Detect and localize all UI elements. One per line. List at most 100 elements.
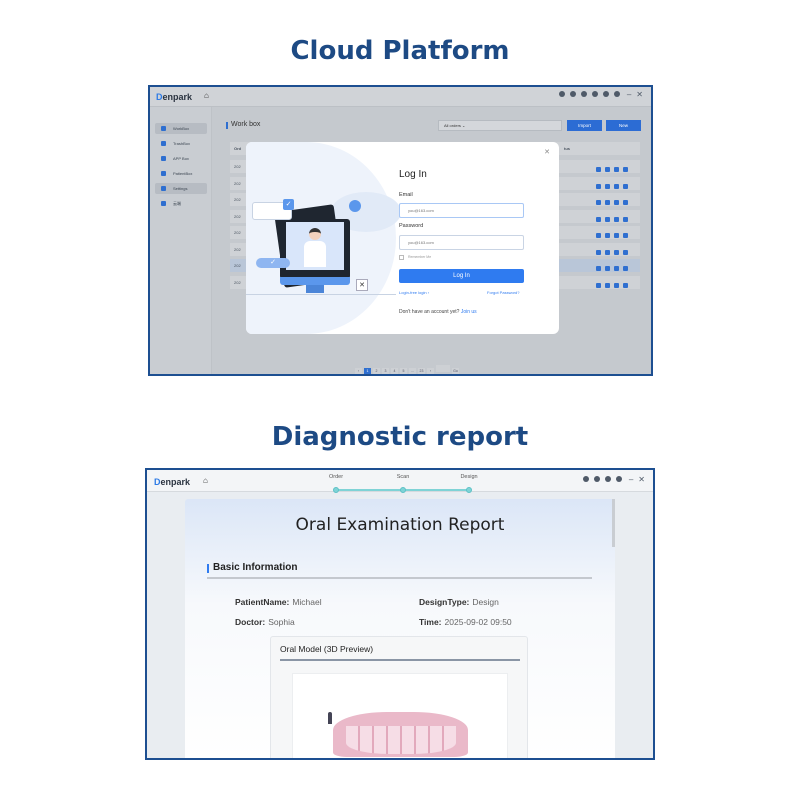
delete-icon[interactable] bbox=[596, 167, 601, 172]
view-icon[interactable] bbox=[605, 216, 610, 222]
sidebar-item-trashbox[interactable]: TrashBox bbox=[155, 138, 207, 149]
home-icon[interactable]: ⌂ bbox=[203, 476, 208, 485]
page-button[interactable]: 4 bbox=[391, 368, 398, 374]
upload-icon[interactable] bbox=[623, 282, 628, 288]
scrollbar[interactable] bbox=[612, 499, 615, 547]
go-button[interactable]: Go bbox=[452, 368, 459, 374]
gear-icon[interactable] bbox=[602, 91, 609, 97]
upload-icon[interactable] bbox=[623, 200, 628, 205]
import-button[interactable]: Import bbox=[567, 120, 602, 131]
diagnostic-report-screenshot: Denpark ⌂ Order Scan Design – ✕ Oral Exam… bbox=[145, 468, 655, 760]
row-actions[interactable] bbox=[592, 197, 628, 210]
delete-icon[interactable] bbox=[596, 266, 601, 271]
row-actions[interactable] bbox=[592, 164, 628, 177]
row-actions[interactable] bbox=[592, 263, 628, 276]
step-design[interactable]: Design bbox=[460, 474, 478, 480]
prev-page-icon[interactable]: ‹ bbox=[355, 368, 362, 374]
book-icon[interactable] bbox=[604, 476, 611, 482]
globe-icon[interactable] bbox=[613, 91, 620, 97]
folder-icon[interactable] bbox=[614, 167, 619, 172]
view-icon[interactable] bbox=[605, 249, 610, 255]
page-button[interactable]: 1 bbox=[364, 368, 371, 374]
close-icon[interactable]: ✕ bbox=[638, 475, 645, 484]
sidebar-item-settings[interactable]: Settings bbox=[155, 183, 207, 194]
logo: Denpark bbox=[156, 92, 193, 102]
sidebar-item-appbox[interactable]: APP Box bbox=[155, 153, 207, 164]
sidebar-item-cloud[interactable]: 云端 bbox=[155, 198, 207, 209]
delete-icon[interactable] bbox=[596, 233, 601, 238]
moon-icon bbox=[349, 200, 361, 212]
folder-icon[interactable] bbox=[614, 282, 619, 288]
next-page-icon[interactable]: › bbox=[427, 368, 434, 374]
sidebar-item-patientbox[interactable]: PatientBox bbox=[155, 168, 207, 179]
remember-checkbox[interactable] bbox=[399, 255, 404, 260]
delete-icon[interactable] bbox=[596, 282, 601, 288]
view-icon[interactable] bbox=[605, 233, 610, 238]
upload-icon[interactable] bbox=[623, 233, 628, 238]
view-icon[interactable] bbox=[605, 282, 610, 288]
user-icon[interactable] bbox=[591, 91, 598, 97]
row-actions[interactable] bbox=[592, 247, 628, 260]
report-title: Oral Examination Report bbox=[295, 515, 505, 535]
page-button[interactable]: 2 bbox=[373, 368, 380, 374]
row-actions[interactable] bbox=[592, 280, 628, 293]
page-button[interactable]: ... bbox=[409, 368, 416, 374]
delete-icon[interactable] bbox=[596, 216, 601, 222]
login-button[interactable]: Log In bbox=[399, 269, 524, 283]
row-actions[interactable] bbox=[592, 230, 628, 243]
modal-close-icon[interactable]: ✕ bbox=[544, 149, 550, 156]
page-button[interactable]: 3 bbox=[382, 368, 389, 374]
delete-icon[interactable] bbox=[596, 200, 601, 205]
book-icon[interactable] bbox=[580, 91, 587, 97]
settings-icon[interactable] bbox=[582, 476, 589, 482]
view-icon[interactable] bbox=[605, 266, 610, 271]
folder-icon[interactable] bbox=[614, 183, 619, 189]
view-icon[interactable] bbox=[605, 200, 610, 205]
home-icon[interactable]: ⌂ bbox=[204, 91, 209, 100]
folder-icon[interactable] bbox=[614, 249, 619, 255]
user-icon[interactable] bbox=[615, 476, 622, 482]
pagination[interactable]: ‹ 1 2 3 4 5... 23 › Go bbox=[355, 359, 461, 374]
minimize-icon[interactable]: – bbox=[628, 475, 634, 484]
folder-icon[interactable] bbox=[614, 216, 619, 222]
new-button[interactable]: New bbox=[606, 120, 641, 131]
step-scan[interactable]: Scan bbox=[396, 474, 410, 480]
view-icon[interactable] bbox=[605, 167, 610, 172]
upload-icon[interactable] bbox=[623, 266, 628, 271]
sidebar-item-workbox[interactable]: WorkBox bbox=[155, 123, 207, 134]
view-icon[interactable] bbox=[605, 183, 610, 189]
row-order-number: 202 bbox=[234, 180, 241, 186]
time-field: Time: 2025-09-02 09:50 bbox=[419, 617, 512, 627]
row-actions[interactable] bbox=[592, 181, 628, 194]
folder-icon[interactable] bbox=[614, 266, 619, 271]
cloud-platform-screenshot: Denpark ⌂ – ✕ WorkBox TrashBox APP Box Pa… bbox=[148, 85, 653, 376]
upload-icon[interactable] bbox=[623, 167, 628, 172]
delete-icon[interactable] bbox=[596, 249, 601, 255]
row-actions[interactable] bbox=[592, 214, 628, 227]
join-link[interactable]: Join us bbox=[460, 309, 477, 315]
folder-icon[interactable] bbox=[614, 200, 619, 205]
upload-icon[interactable] bbox=[623, 183, 628, 189]
page-button[interactable]: 23 bbox=[418, 368, 425, 374]
upload-icon[interactable] bbox=[623, 216, 628, 222]
step-order[interactable]: Order bbox=[328, 474, 344, 480]
page-button[interactable]: 5 bbox=[400, 368, 407, 374]
close-icon[interactable]: ✕ bbox=[636, 90, 643, 99]
help-icon[interactable] bbox=[569, 91, 576, 97]
settings-icon[interactable] bbox=[558, 91, 565, 97]
folder-icon[interactable] bbox=[614, 233, 619, 238]
minimize-icon[interactable]: – bbox=[626, 90, 632, 99]
login-modal: ✓ ✓ ✕ ✕ Log In Email Password Remember M… bbox=[246, 142, 559, 334]
row-order-number: 202 bbox=[234, 279, 241, 285]
filter-select[interactable]: All orders ⌄ bbox=[438, 120, 562, 131]
help-icon[interactable] bbox=[593, 476, 600, 482]
delete-icon[interactable] bbox=[596, 183, 601, 189]
3d-preview-viewport[interactable] bbox=[292, 673, 508, 758]
email-input[interactable] bbox=[399, 203, 524, 218]
login-free-link[interactable]: Login-free login › bbox=[399, 290, 430, 295]
password-input[interactable] bbox=[399, 235, 524, 250]
forgot-password-link[interactable]: Forgot Password? bbox=[487, 290, 520, 295]
page-input[interactable] bbox=[436, 365, 450, 372]
window-controls[interactable]: – ✕ bbox=[554, 90, 643, 99]
upload-icon[interactable] bbox=[623, 249, 628, 255]
